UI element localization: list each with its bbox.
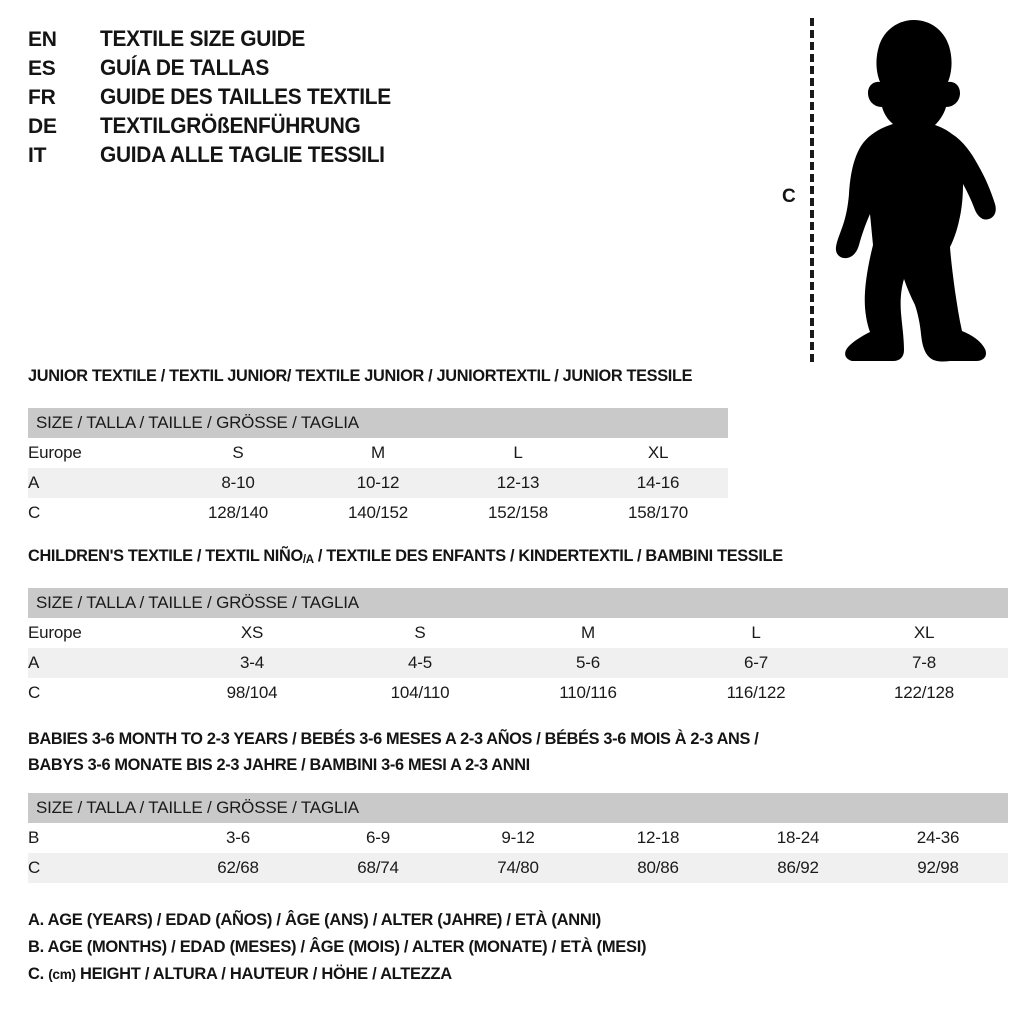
guide-title: TEXTILGRÖßENFÜHRUNG bbox=[100, 113, 361, 138]
table-cell: 12-13 bbox=[448, 468, 588, 498]
row-label: A bbox=[28, 648, 168, 678]
table-cell: 62/68 bbox=[168, 853, 308, 883]
table-cell: S bbox=[168, 438, 308, 468]
table-cell: 116/122 bbox=[672, 678, 840, 708]
table-cell: XL bbox=[588, 438, 729, 468]
table-cell: 68/74 bbox=[308, 853, 448, 883]
table-cell: XL bbox=[840, 618, 1009, 648]
row-label: C bbox=[28, 498, 168, 528]
babies-section-heading-line1: BABIES 3-6 MONTH TO 2-3 YEARS / BEBÉS 3-… bbox=[28, 729, 759, 748]
table-cell: 98/104 bbox=[168, 678, 336, 708]
table-cell: 80/86 bbox=[588, 853, 728, 883]
table-cell: 12-18 bbox=[588, 823, 728, 853]
table-row: Europe S M L XL bbox=[28, 438, 729, 468]
table-cell: 3-4 bbox=[168, 648, 336, 678]
size-band-label: SIZE / TALLA / TAILLE / GRÖSSE / TAGLIA bbox=[28, 588, 1009, 618]
table-cell: 74/80 bbox=[448, 853, 588, 883]
table-cell: XS bbox=[168, 618, 336, 648]
size-band-label: SIZE / TALLA / TAILLE / GRÖSSE / TAGLIA bbox=[28, 408, 729, 438]
table-cell: L bbox=[448, 438, 588, 468]
guide-title: TEXTILE SIZE GUIDE bbox=[100, 26, 306, 51]
table-cell: 6-9 bbox=[308, 823, 448, 853]
language-code: EN bbox=[28, 28, 57, 51]
language-code: ES bbox=[28, 57, 56, 80]
babies-size-table: SIZE / TALLA / TAILLE / GRÖSSE / TAGLIA … bbox=[28, 793, 1009, 883]
table-cell: 122/128 bbox=[840, 678, 1009, 708]
children-heading-part2: / TEXTILE DES ENFANTS / KINDERTEXTIL / B… bbox=[313, 546, 783, 565]
table-row: C 128/140 140/152 152/158 158/170 bbox=[28, 498, 729, 528]
table-cell: 6-7 bbox=[672, 648, 840, 678]
table-cell: 86/92 bbox=[728, 853, 868, 883]
junior-size-table: SIZE / TALLA / TAILLE / GRÖSSE / TAGLIA … bbox=[28, 408, 729, 528]
table-cell: 24-36 bbox=[868, 823, 1009, 853]
row-label: Europe bbox=[28, 618, 168, 648]
table-row: Europe XS S M L XL bbox=[28, 618, 1009, 648]
table-cell: 128/140 bbox=[168, 498, 308, 528]
table-cell: 140/152 bbox=[308, 498, 448, 528]
language-code: FR bbox=[28, 86, 56, 109]
legend-line-c: C. (cm) HEIGHT / ALTURA / HAUTEUR / HÖHE… bbox=[28, 964, 646, 991]
table-band-row: SIZE / TALLA / TAILLE / GRÖSSE / TAGLIA bbox=[28, 588, 1009, 618]
language-code: IT bbox=[28, 144, 47, 167]
table-cell: 14-16 bbox=[588, 468, 729, 498]
height-dashed-line bbox=[810, 18, 814, 362]
table-cell: S bbox=[336, 618, 504, 648]
language-row: FR GUIDE DES TAILLES TEXTILE bbox=[28, 84, 728, 113]
table-cell: 8-10 bbox=[168, 468, 308, 498]
table-cell: 4-5 bbox=[336, 648, 504, 678]
height-indicator-label: C bbox=[782, 186, 796, 207]
legend-line-b: B. AGE (MONTHS) / EDAD (MESES) / ÂGE (MO… bbox=[28, 937, 647, 956]
row-label: C bbox=[28, 853, 168, 883]
measurement-figure-area: C bbox=[770, 10, 1014, 370]
junior-section-heading: JUNIOR TEXTILE / TEXTIL JUNIOR/ TEXTILE … bbox=[28, 366, 693, 385]
legend-line-a: A. AGE (YEARS) / EDAD (AÑOS) / ÂGE (ANS)… bbox=[28, 910, 601, 929]
language-row: DE TEXTILGRÖßENFÜHRUNG bbox=[28, 113, 728, 142]
guide-title: GUIDA ALLE TAGLIE TESSILI bbox=[100, 142, 385, 167]
guide-title: GUIDE DES TAILLES TEXTILE bbox=[100, 84, 391, 109]
children-heading-part1: CHILDREN'S TEXTILE / TEXTIL NIÑO bbox=[28, 546, 303, 565]
guide-title: GUÍA DE TALLAS bbox=[100, 55, 270, 80]
table-cell: 5-6 bbox=[504, 648, 672, 678]
legend-c-unit: (cm) bbox=[48, 966, 76, 982]
toddler-silhouette-icon bbox=[835, 20, 996, 362]
table-row: A 8-10 10-12 12-13 14-16 bbox=[28, 468, 729, 498]
table-row: C 98/104 104/110 110/116 116/122 122/128 bbox=[28, 678, 1009, 708]
table-cell: 7-8 bbox=[840, 648, 1009, 678]
table-band-row: SIZE / TALLA / TAILLE / GRÖSSE / TAGLIA bbox=[28, 793, 1009, 823]
size-band-label: SIZE / TALLA / TAILLE / GRÖSSE / TAGLIA bbox=[28, 793, 1009, 823]
table-cell: 158/170 bbox=[588, 498, 729, 528]
children-heading-subscript: /A bbox=[302, 552, 314, 566]
table-cell: 18-24 bbox=[728, 823, 868, 853]
language-row: EN TEXTILE SIZE GUIDE bbox=[28, 26, 728, 55]
language-row: ES GUÍA DE TALLAS bbox=[28, 55, 728, 84]
table-row: A 3-4 4-5 5-6 6-7 7-8 bbox=[28, 648, 1009, 678]
row-label: C bbox=[28, 678, 168, 708]
table-cell: M bbox=[504, 618, 672, 648]
babies-section-heading-line2: BABYS 3-6 MONATE BIS 2-3 JAHRE / BAMBINI… bbox=[28, 755, 530, 774]
table-cell: M bbox=[308, 438, 448, 468]
legend-c-rest: HEIGHT / ALTURA / HAUTEUR / HÖHE / ALTEZ… bbox=[75, 964, 452, 983]
table-cell: 92/98 bbox=[868, 853, 1009, 883]
children-section-heading: CHILDREN'S TEXTILE / TEXTIL NIÑO/A / TEX… bbox=[28, 546, 783, 566]
table-cell: 10-12 bbox=[308, 468, 448, 498]
row-label: B bbox=[28, 823, 168, 853]
table-cell: L bbox=[672, 618, 840, 648]
table-band-row: SIZE / TALLA / TAILLE / GRÖSSE / TAGLIA bbox=[28, 408, 729, 438]
table-cell: 9-12 bbox=[448, 823, 588, 853]
row-label: Europe bbox=[28, 438, 168, 468]
table-cell: 104/110 bbox=[336, 678, 504, 708]
table-row: B 3-6 6-9 9-12 12-18 18-24 24-36 bbox=[28, 823, 1009, 853]
language-row: IT GUIDA ALLE TAGLIE TESSILI bbox=[28, 142, 728, 171]
language-header-block: EN TEXTILE SIZE GUIDE ES GUÍA DE TALLAS … bbox=[28, 26, 728, 171]
row-label: A bbox=[28, 468, 168, 498]
table-cell: 152/158 bbox=[448, 498, 588, 528]
language-code: DE bbox=[28, 115, 57, 138]
table-row: C 62/68 68/74 74/80 80/86 86/92 92/98 bbox=[28, 853, 1009, 883]
table-cell: 110/116 bbox=[504, 678, 672, 708]
legend-block: A. AGE (YEARS) / EDAD (AÑOS) / ÂGE (ANS)… bbox=[28, 910, 665, 991]
children-size-table: SIZE / TALLA / TAILLE / GRÖSSE / TAGLIA … bbox=[28, 588, 1009, 708]
legend-c-prefix: C. bbox=[28, 964, 49, 983]
table-cell: 3-6 bbox=[168, 823, 308, 853]
